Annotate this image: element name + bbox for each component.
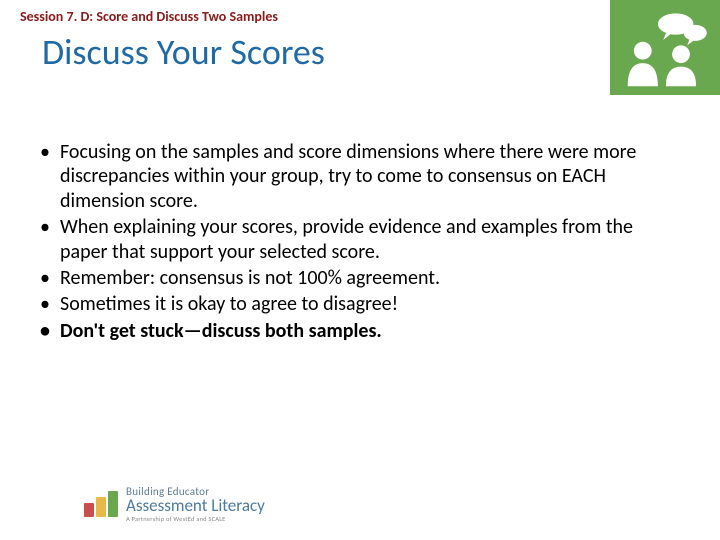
bullet-item: Sometimes it is okay to agree to disagre… [38,292,648,316]
logo-line-3: A Partnership of WestEd and SCALE [126,516,265,523]
logo-bar [84,503,94,517]
bullet-item: Remember: consensus is not 100% agreemen… [38,266,648,290]
bullet-item: When explaining your scores, provide evi… [38,215,648,264]
bullet-list: Focusing on the samples and score dimens… [38,140,648,345]
logo-bar [96,497,106,517]
footer-logo: Building Educator Assessment Literacy A … [84,486,265,523]
logo-mark [84,491,118,517]
bullet-item: Don't get stuck—discuss both samples. [38,319,648,343]
bullet-item: Focusing on the samples and score dimens… [38,140,648,213]
session-header: Session 7. D: Score and Discuss Two Samp… [20,8,278,25]
discussion-icon [610,0,720,95]
page-title: Discuss Your Scores [42,30,325,74]
logo-line-2: Assessment Literacy [126,497,265,514]
logo-bar [108,491,118,517]
